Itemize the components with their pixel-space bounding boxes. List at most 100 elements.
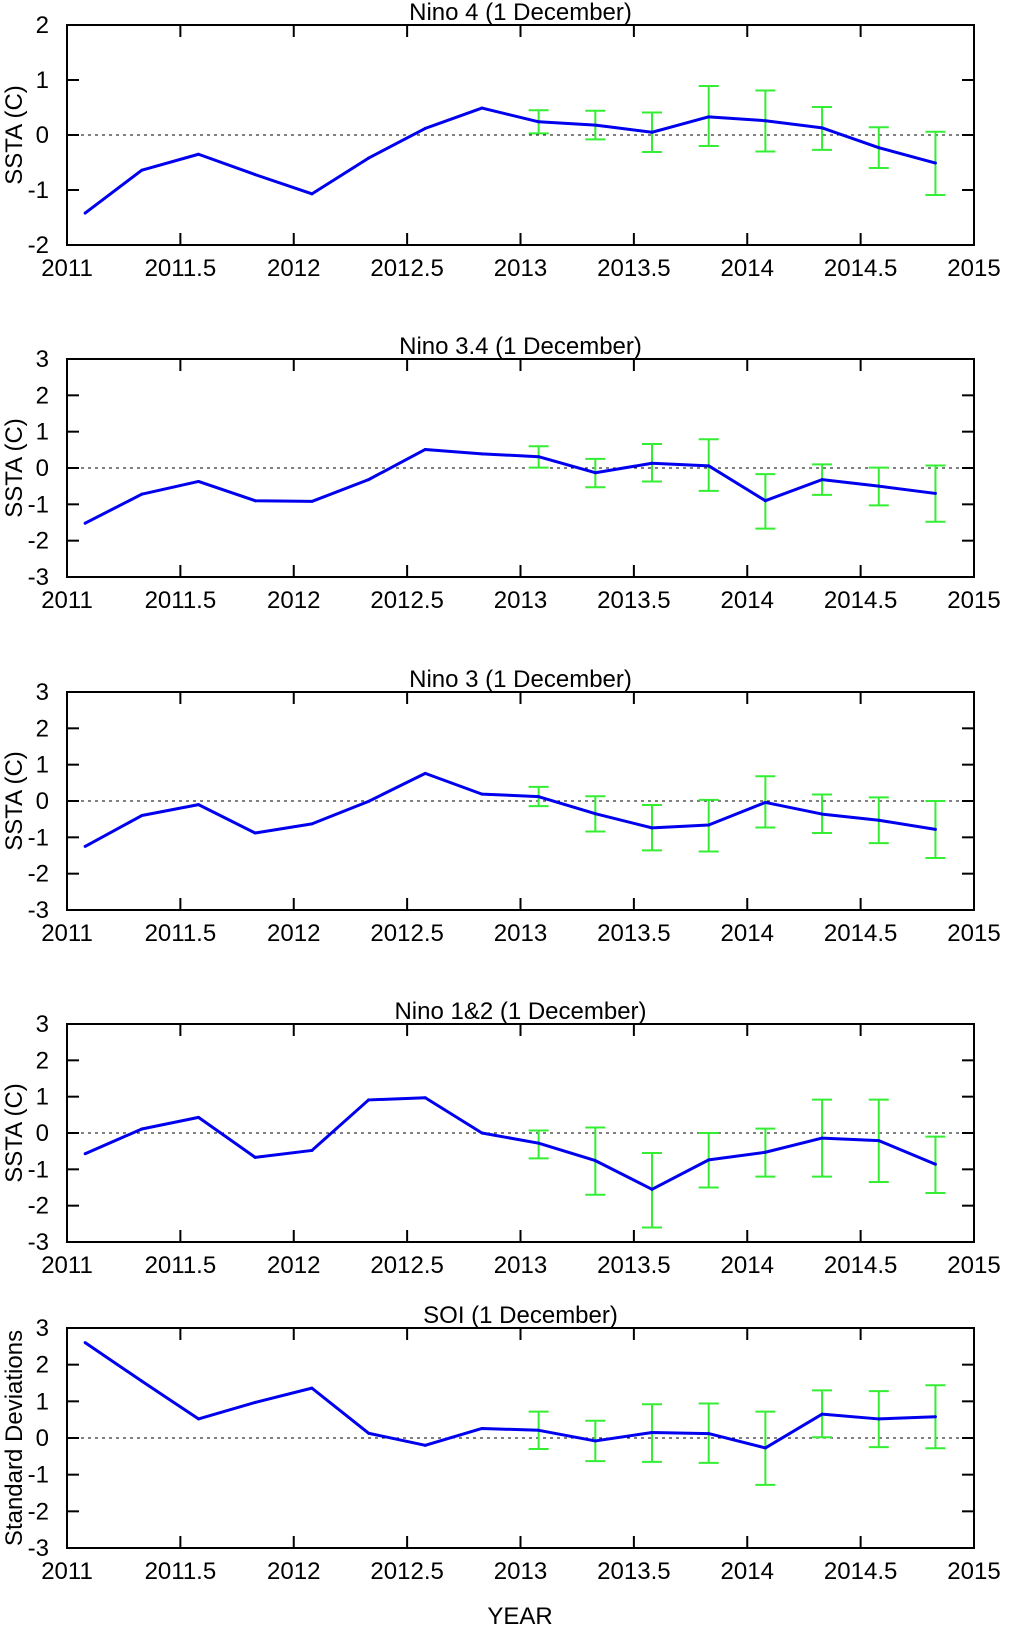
data-point xyxy=(707,823,711,827)
x-tick-label: 2011 xyxy=(41,255,93,282)
x-tick-label: 2014.5 xyxy=(824,1558,897,1585)
data-point xyxy=(650,1187,654,1191)
data-point xyxy=(763,1150,767,1154)
x-tick-label: 2015 xyxy=(947,1558,1000,1585)
y-tick-label: -2 xyxy=(28,528,49,555)
data-point xyxy=(593,123,597,127)
data-point xyxy=(537,1428,541,1432)
chart-panel: Nino 3.4 (1 December) SSTA (C) 2011 2011.5 2… xyxy=(1,333,1001,614)
data-point xyxy=(877,1417,881,1421)
data-point xyxy=(423,1443,427,1447)
x-tick-label: 2013 xyxy=(494,587,547,614)
y-tick-label: 2 xyxy=(36,12,49,39)
data-point xyxy=(423,447,427,451)
y-tick-label: -2 xyxy=(28,1193,49,1220)
x-tick-label: 2015 xyxy=(947,587,1000,614)
y-tick-label: -1 xyxy=(28,1462,49,1489)
x-tick-label: 2011.5 xyxy=(145,587,217,614)
x-tick-label: 2012.5 xyxy=(370,920,443,947)
data-point xyxy=(593,1159,597,1163)
x-tick-label: 2011 xyxy=(41,1558,93,1585)
data-point xyxy=(877,1139,881,1143)
y-tick-label: 1 xyxy=(36,1084,49,1111)
data-point xyxy=(933,827,937,831)
data-point xyxy=(83,521,87,525)
y-tick-label: 0 xyxy=(36,455,49,482)
y-tick-label: 3 xyxy=(36,679,49,706)
x-tick-label: 2013.5 xyxy=(597,255,670,282)
data-point xyxy=(310,1386,314,1390)
data-point xyxy=(933,161,937,165)
plot-frame xyxy=(66,1023,975,1243)
data-point xyxy=(593,471,597,475)
data-point xyxy=(197,1417,201,1421)
x-tick-label: 2013.5 xyxy=(597,587,670,614)
y-tick-label: -3 xyxy=(28,564,49,591)
x-tick-label: 2012 xyxy=(267,587,320,614)
data-point xyxy=(253,1155,257,1159)
x-tick-label: 2012.5 xyxy=(370,255,443,282)
x-tick-label: 2012 xyxy=(267,1558,320,1585)
data-point xyxy=(707,115,711,119)
x-tick-label: 2011 xyxy=(41,920,93,947)
x-tick-label: 2011.5 xyxy=(145,920,217,947)
x-tick-label: 2013.5 xyxy=(597,1252,670,1279)
data-point xyxy=(310,499,314,503)
y-axis-label: SSTA (C) xyxy=(1,418,28,518)
data-point xyxy=(537,455,541,459)
x-tick-label: 2014.5 xyxy=(824,1252,897,1279)
y-tick-label: 0 xyxy=(36,122,49,149)
x-tick-label: 2015 xyxy=(947,920,1000,947)
y-axis-label: SSTA (C) xyxy=(1,85,28,185)
data-point xyxy=(707,1158,711,1162)
y-axis-label: Standard Deviations xyxy=(1,1330,28,1546)
data-point xyxy=(820,478,824,482)
y-tick-label: 2 xyxy=(36,715,49,742)
data-point xyxy=(140,1379,144,1383)
data-point xyxy=(707,464,711,468)
y-tick-label: 1 xyxy=(36,67,49,94)
chart-title: SOI (1 December) xyxy=(423,1302,618,1329)
y-tick-label: 3 xyxy=(36,1011,49,1038)
data-point xyxy=(140,814,144,818)
x-tick-label: 2014 xyxy=(721,255,774,282)
data-point xyxy=(140,492,144,496)
y-tick-label: 0 xyxy=(36,1120,49,1147)
data-point xyxy=(480,1131,484,1135)
y-tick-label: -1 xyxy=(28,491,49,518)
data-point xyxy=(820,1412,824,1416)
y-tick-label: -2 xyxy=(28,861,49,888)
data-point xyxy=(83,1152,87,1156)
y-tick-label: -1 xyxy=(28,177,49,204)
y-tick-label: 2 xyxy=(36,1352,49,1379)
data-point xyxy=(197,1115,201,1119)
data-point xyxy=(763,1446,767,1450)
data-point xyxy=(763,119,767,123)
x-tick-label: 2015 xyxy=(947,1252,1000,1279)
data-point xyxy=(480,792,484,796)
y-tick-label: 2 xyxy=(36,1047,49,1074)
y-tick-label: -3 xyxy=(28,1535,49,1562)
x-tick-label: 2013 xyxy=(494,1558,547,1585)
data-point xyxy=(310,822,314,826)
y-tick-label: -3 xyxy=(28,897,49,924)
chart-title: Nino 1&2 (1 December) xyxy=(394,998,646,1025)
data-point xyxy=(537,795,541,799)
data-point xyxy=(367,478,371,482)
plot-frame xyxy=(66,24,975,246)
data-point xyxy=(877,818,881,822)
series-line xyxy=(84,106,936,215)
data-point xyxy=(933,491,937,495)
data-point xyxy=(480,106,484,110)
data-point xyxy=(650,826,654,830)
x-tick-label: 2011.5 xyxy=(145,255,217,282)
data-point xyxy=(537,1141,541,1145)
data-point xyxy=(820,126,824,130)
data-point xyxy=(253,499,257,503)
data-point xyxy=(367,799,371,803)
plot-frame xyxy=(66,358,975,578)
data-point xyxy=(253,173,257,177)
data-point xyxy=(650,130,654,134)
x-tick-label: 2011.5 xyxy=(145,1252,217,1279)
